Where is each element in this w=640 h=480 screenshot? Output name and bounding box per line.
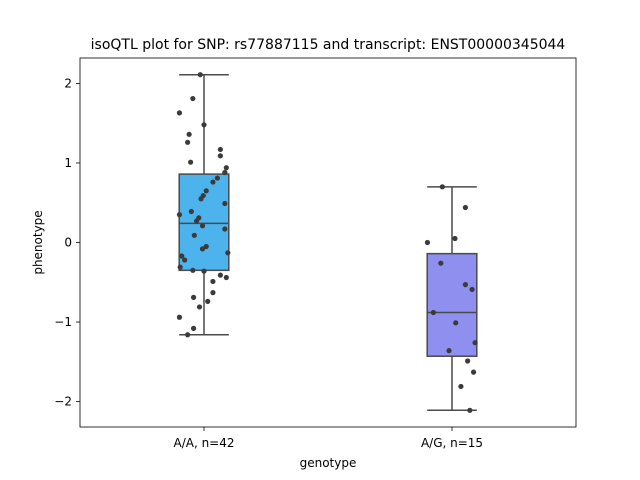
- data-point: [201, 268, 207, 274]
- data-point: [469, 286, 475, 293]
- data-point: [453, 320, 459, 326]
- y-axis-label: phenotype: [31, 210, 45, 274]
- data-point: [439, 184, 445, 190]
- y-tick-label: 1: [64, 156, 72, 170]
- plot-frame: [79, 57, 577, 428]
- data-point: [472, 340, 478, 346]
- data-point: [182, 257, 188, 263]
- data-point: [467, 407, 473, 413]
- box-group-1: [426, 186, 478, 412]
- strip-points-1: [424, 184, 478, 413]
- data-point: [199, 246, 206, 252]
- data-point: [217, 146, 223, 153]
- y-tick-label: 0: [64, 236, 72, 250]
- data-point: [190, 325, 197, 331]
- data-point: [217, 153, 223, 159]
- data-point: [214, 175, 220, 181]
- data-point: [185, 332, 191, 338]
- data-point: [179, 253, 185, 259]
- data-point: [446, 348, 452, 354]
- y-tick-label: 2: [64, 76, 72, 90]
- data-point: [191, 232, 197, 238]
- data-point: [197, 72, 203, 78]
- data-point: [176, 110, 183, 116]
- data-point: [210, 179, 216, 185]
- box: [178, 173, 230, 272]
- data-point: [205, 298, 211, 304]
- data-point: [452, 235, 458, 242]
- y-tick-label: −2: [54, 395, 72, 409]
- data-point: [223, 274, 229, 281]
- data-point: [190, 95, 196, 102]
- data-point: [222, 200, 228, 207]
- data-point: [225, 250, 231, 256]
- x-tick-label: A/G, n=15: [421, 436, 483, 450]
- data-point: [458, 383, 464, 390]
- x-axis: A/A, n=42 A/G, n=15: [173, 427, 483, 450]
- data-point: [210, 290, 216, 296]
- plot-content: [176, 72, 478, 413]
- data-point: [222, 226, 228, 232]
- data-point: [185, 139, 191, 145]
- data-point: [199, 223, 206, 229]
- data-point: [465, 358, 471, 364]
- data-point: [193, 218, 200, 224]
- data-point: [176, 314, 183, 320]
- data-point: [188, 208, 194, 215]
- data-point: [177, 264, 183, 270]
- data-point: [203, 243, 209, 250]
- box-group-0: [178, 73, 230, 336]
- y-axis: −2 −1 0 1 2: [54, 76, 80, 409]
- data-point: [210, 278, 216, 285]
- data-point: [186, 131, 192, 137]
- data-point: [188, 159, 194, 165]
- data-point: [217, 272, 223, 278]
- y-tick-label: −1: [54, 315, 72, 329]
- data-point: [196, 304, 203, 310]
- x-tick-label: A/A, n=42: [173, 436, 234, 450]
- data-point: [190, 294, 197, 300]
- chart-title: isoQTL plot for SNP: rs77887115 and tran…: [91, 37, 566, 53]
- data-point: [176, 212, 183, 218]
- data-point: [438, 260, 444, 266]
- strip-points-0: [176, 72, 231, 338]
- box: [426, 252, 478, 357]
- data-point: [201, 122, 207, 128]
- data-point: [222, 169, 228, 176]
- data-point: [203, 188, 209, 194]
- data-point: [198, 196, 204, 202]
- data-point: [424, 239, 431, 246]
- data-point: [462, 204, 468, 211]
- data-point: [190, 267, 196, 273]
- data-point: [462, 282, 468, 288]
- data-point: [470, 369, 477, 375]
- data-point: [430, 309, 436, 316]
- x-axis-label: genotype: [300, 456, 357, 470]
- data-point: [223, 165, 229, 171]
